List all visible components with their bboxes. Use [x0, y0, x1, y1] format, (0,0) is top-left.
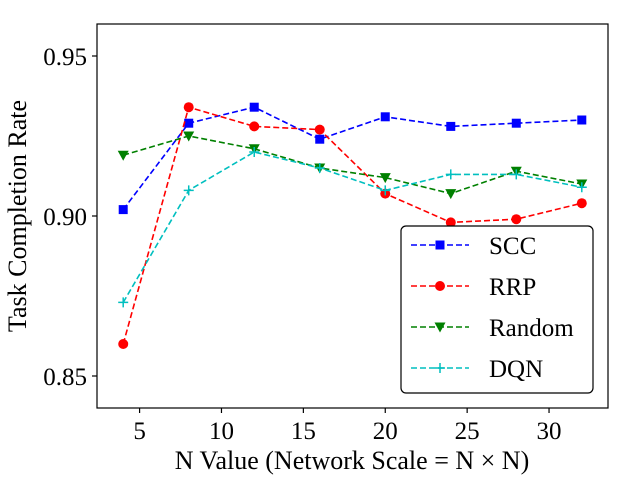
- y-tick-label: 0.85: [43, 364, 87, 391]
- data-point-scc: [577, 115, 587, 125]
- y-tick-label: 0.90: [43, 204, 87, 231]
- legend-label-random: Random: [489, 315, 574, 342]
- data-point-scc: [118, 205, 128, 215]
- x-axis-ticks: 5 10 15 20 25 30: [133, 408, 562, 445]
- legend-label-scc: SCC: [489, 233, 536, 260]
- legend-box: [400, 225, 594, 394]
- data-point-scc: [249, 102, 259, 112]
- data-point-rrp: [314, 124, 325, 135]
- legend-label-rrp: RRP: [489, 274, 536, 301]
- legend-entry-dqn: DQN: [411, 356, 543, 383]
- series-line-rrp: [122, 106, 582, 345]
- data-point-dqn: [576, 182, 587, 193]
- data-point-scc: [315, 134, 325, 144]
- data-point-scc: [184, 118, 194, 128]
- data-point-random: [117, 150, 129, 161]
- y-tick-label: 0.95: [43, 44, 87, 71]
- data-point-rrp: [511, 214, 522, 225]
- data-point-rrp: [576, 198, 587, 209]
- series-line-random: [122, 135, 582, 195]
- data-point-scc: [380, 112, 390, 122]
- series-line-dqn: [122, 151, 582, 303]
- x-axis-label: N Value (Network Scale = N × N): [175, 446, 529, 475]
- x-tick-label: 20: [373, 418, 398, 445]
- data-point-dqn: [249, 147, 260, 157]
- data-point-rrp: [445, 217, 456, 228]
- data-point-random: [445, 189, 457, 200]
- data-point-rrp: [249, 121, 260, 132]
- legend: SCC RRP Random DQN: [400, 225, 594, 394]
- series-scc: [118, 102, 587, 215]
- data-point-dqn: [183, 185, 194, 196]
- data-point-rrp: [183, 102, 194, 113]
- data-point-random: [379, 173, 391, 184]
- data-point-dqn: [511, 169, 522, 180]
- x-tick-label: 25: [455, 418, 480, 445]
- legend-entry-scc: SCC: [411, 233, 536, 260]
- legend-marker-random: [434, 322, 446, 333]
- legend-label-dqn: DQN: [489, 356, 543, 383]
- series-dqn: [118, 147, 587, 308]
- y-axis-ticks: 0.85 0.90 0.95: [43, 44, 97, 391]
- legend-marker-rrp: [435, 281, 445, 291]
- data-point-dqn: [314, 163, 325, 173]
- data-point-rrp: [118, 339, 129, 349]
- legend-entry-random: Random: [411, 315, 574, 342]
- data-point-scc: [511, 118, 521, 128]
- x-tick-label: 30: [537, 418, 562, 445]
- legend-entry-rrp: RRP: [411, 274, 536, 301]
- data-point-dqn: [445, 169, 456, 180]
- x-tick-label: 10: [209, 418, 234, 445]
- legend-marker-dqn: [435, 363, 445, 373]
- y-axis-label: Task Completion Rate: [3, 100, 32, 332]
- series-line-scc: [122, 106, 582, 211]
- data-point-dqn: [380, 185, 391, 196]
- data-point-scc: [446, 121, 456, 131]
- series-layer: [117, 102, 588, 349]
- data-point-random: [183, 131, 195, 142]
- data-point-dqn: [118, 297, 129, 308]
- legend-marker-scc: [435, 240, 445, 250]
- x-tick-label: 5: [133, 418, 146, 445]
- x-tick-label: 15: [291, 418, 316, 445]
